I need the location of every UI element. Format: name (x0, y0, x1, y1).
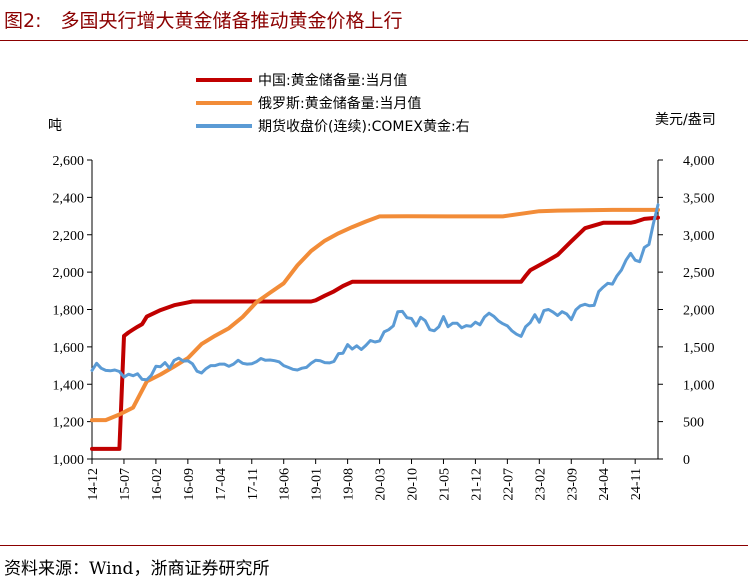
left-tick-label: 1,800 (53, 304, 85, 319)
x-tick-label: 21-05 (437, 468, 452, 501)
chart-legend: 中国:黄金储备量:当月值 俄罗斯:黄金储备量:当月值 期货收盘价(连续):COM… (196, 72, 470, 135)
x-tick-label: 20-10 (406, 468, 421, 501)
x-tick-label: 24-11 (629, 468, 644, 500)
x-tick-label: 16-02 (150, 468, 165, 501)
legend-label-gold: 期货收盘价(连续):COMEX黄金:右 (258, 118, 470, 135)
comex-gold-line (90, 203, 660, 382)
right-tick-label: 1,000 (683, 378, 715, 393)
china-reserve-line (90, 215, 660, 451)
x-tick-label: 24-04 (597, 468, 612, 501)
x-tick-label: 21-12 (469, 468, 484, 501)
x-tick-label: 16-09 (182, 468, 197, 501)
gold-reserve-chart: 中国:黄金储备量:当月值 俄罗斯:黄金储备量:当月值 期货收盘价(连续):COM… (48, 72, 716, 501)
left-tick-label: 2,200 (53, 229, 85, 244)
x-tick-label: 19-08 (342, 468, 357, 501)
x-tick-label: 22-07 (501, 468, 516, 501)
legend-label-china: 中国:黄金储备量:当月值 (258, 72, 407, 89)
right-tick-label: 4,000 (683, 154, 715, 169)
left-tick-label: 2,000 (53, 266, 85, 281)
left-tick-label: 2,600 (53, 154, 85, 169)
right-tick-label: 2,000 (683, 304, 715, 319)
source-note: 资料来源：Wind，浙商证券研究所 (4, 559, 270, 579)
right-tick-label: 0 (683, 453, 690, 468)
x-tick-label: 19-01 (310, 468, 325, 501)
x-tick-label: 23-09 (565, 468, 580, 501)
x-tick-label: 18-06 (278, 468, 293, 501)
x-tick-label: 15-07 (118, 468, 133, 501)
right-tick-label: 1,500 (683, 341, 715, 356)
footer-rule (0, 545, 748, 546)
left-tick-label: 1,000 (53, 453, 85, 468)
legend-label-russia: 俄罗斯:黄金储备量:当月值 (258, 95, 421, 112)
left-tick-label: 1,200 (53, 416, 85, 431)
right-tick-label: 500 (683, 416, 704, 431)
right-tick-label: 2,500 (683, 266, 715, 281)
x-tick-label: 23-02 (533, 468, 548, 501)
x-tick-label: 20-03 (374, 468, 389, 501)
figure-title: 图2: 多国央行增大黄金储备推动黄金价格上行 (4, 10, 403, 32)
plot-lines (90, 203, 660, 451)
axes: 1,000 1,200 1,400 1,600 1,800 2,000 2,200 2,400… (53, 154, 715, 501)
left-axis-unit: 吨 (48, 118, 62, 134)
right-axis-unit: 美元/盎司 (655, 112, 716, 128)
right-tick-label: 3,500 (683, 191, 715, 206)
right-tick-label: 3,000 (683, 229, 715, 244)
title-rule (0, 40, 748, 41)
x-tick-label: 14-12 (86, 468, 101, 501)
left-tick-label: 1,400 (53, 378, 85, 393)
left-tick-label: 2,400 (53, 191, 85, 206)
russia-reserve-line (90, 207, 660, 423)
x-tick-label: 17-04 (214, 468, 229, 501)
x-tick-label: 17-11 (246, 468, 261, 500)
left-tick-label: 1,600 (53, 341, 85, 356)
